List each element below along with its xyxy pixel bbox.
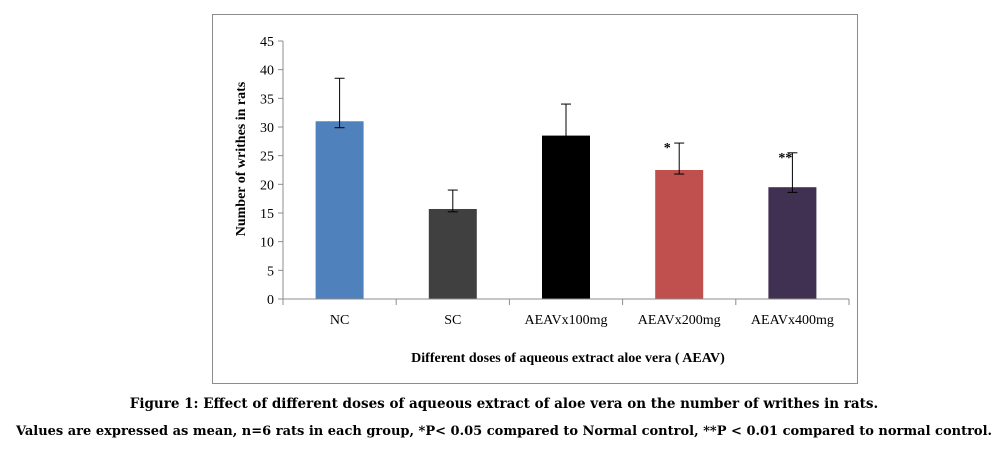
- y-tick-label: 30: [260, 121, 274, 136]
- x-category-label: AEAVx100mg: [525, 313, 608, 328]
- bar-AEAVx200mg: [655, 170, 704, 299]
- y-tick-label: 5: [267, 264, 274, 279]
- y-axis-title: Number of writhes in rats: [234, 81, 249, 236]
- bar-AEAVx100mg: [542, 135, 590, 299]
- x-category-label: AEAVx200mg: [638, 313, 721, 328]
- x-axis-title: Different doses of aqueous extract aloe …: [411, 351, 725, 366]
- bar-SC: [428, 208, 477, 299]
- y-axis: 0 5 10 15 20 25 30 35 40 45: [260, 35, 284, 308]
- y-tick-label: 45: [260, 35, 274, 50]
- x-category-label: SC: [444, 313, 461, 328]
- significance-mark-AEAVx400mg: **: [778, 151, 792, 166]
- figure-note: Values are expressed as mean, n=6 rats i…: [15, 424, 993, 439]
- error-bars: [334, 77, 798, 213]
- y-tick-label: 40: [260, 64, 274, 79]
- significance-mark-AEAVx200mg: *: [664, 141, 671, 156]
- y-tick-label: 0: [267, 293, 274, 308]
- y-tick-label: 35: [260, 92, 274, 107]
- chart-frame: 0 5 10 15 20 25 30 35 40 45 * ** NC SC AEAVx100mg AEA…: [212, 14, 858, 384]
- bar-AEAVx400mg: [768, 187, 817, 299]
- y-tick-label: 15: [260, 207, 274, 222]
- significance-marks: ***: [664, 141, 793, 166]
- figure-caption: Figure 1: Effect of different doses of a…: [129, 396, 879, 412]
- x-axis: NC SC AEAVx100mg AEAVx200mg AEAVx400mg: [282, 298, 850, 328]
- bars: [315, 121, 817, 300]
- x-category-label: AEAVx400mg: [751, 313, 834, 328]
- bar-NC: [315, 121, 364, 300]
- x-category-label: NC: [330, 313, 349, 328]
- y-tick-label: 25: [260, 150, 274, 165]
- y-tick-label: 20: [260, 178, 274, 193]
- y-tick-label: 10: [260, 236, 274, 251]
